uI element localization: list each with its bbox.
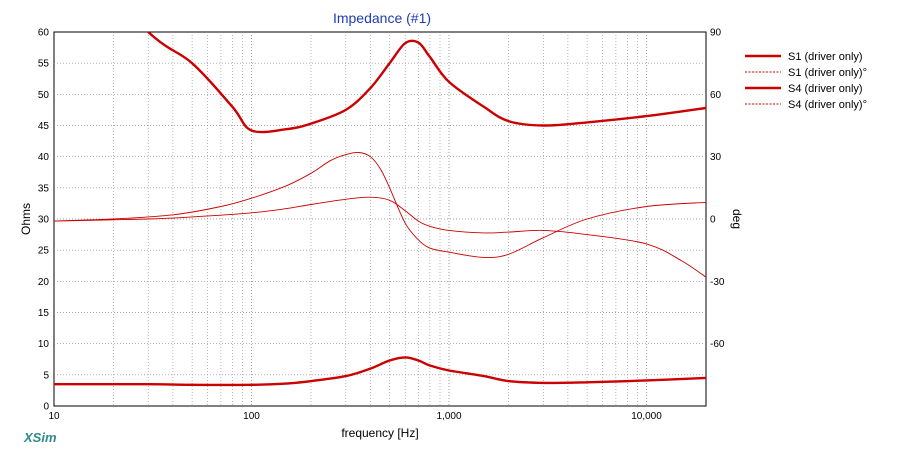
y2-tick-label: 90	[710, 28, 722, 39]
tick-labels: 10 100 1,000 10,000 0 5 10 15 20 25 30 35 40 45 50 55 60…	[38, 28, 725, 423]
y-axis-label: Ohms	[19, 203, 33, 235]
y2-tick-label: 30	[710, 152, 722, 163]
legend-label: S1 (driver only)	[788, 51, 863, 63]
y2-tick-label: -30	[710, 277, 725, 288]
y-tick-label: 0	[43, 402, 49, 413]
grid-layer	[54, 32, 706, 406]
brand-logo: XSim	[23, 430, 57, 445]
legend-label: S1 (driver only)°	[788, 67, 867, 79]
series-line-1	[146, 32, 706, 134]
chart-title: Impedance (#1)	[333, 10, 431, 26]
y-tick-label: 25	[38, 246, 50, 257]
series-line-3	[54, 356, 706, 387]
x-tick-label: 100	[243, 411, 260, 422]
legend: S1 (driver only) S1 (driver only)° S4 (dri…	[745, 51, 867, 111]
x-tick-label: 10	[48, 411, 60, 422]
series-line-2	[54, 151, 706, 258]
y-tick-label: 45	[38, 121, 50, 132]
y-tick-label: 40	[38, 152, 50, 163]
legend-label: S4 (driver only)	[788, 83, 863, 95]
y2-tick-label: -60	[710, 339, 725, 350]
y-tick-label: 30	[38, 215, 50, 226]
y-tick-label: 60	[38, 28, 50, 39]
y-tick-label: 15	[38, 308, 50, 319]
x-tick-label: 10,000	[631, 411, 662, 422]
y-tick-label: 55	[38, 59, 50, 70]
series-line-4	[54, 196, 706, 278]
series-layer	[54, 32, 706, 387]
x-tick-label: 1,000	[436, 411, 461, 422]
legend-label: S4 (driver only)°	[788, 99, 867, 111]
y-tick-label: 50	[38, 90, 50, 101]
y-tick-label: 10	[38, 339, 50, 350]
y2-tick-label: 60	[710, 90, 722, 101]
y2-axis-label: deg	[730, 209, 744, 229]
y-tick-label: 35	[38, 183, 50, 194]
y-tick-label: 5	[43, 370, 49, 381]
y2-tick-label: 0	[710, 215, 716, 226]
x-axis-label: frequency [Hz]	[341, 426, 418, 440]
y-tick-label: 20	[38, 277, 50, 288]
